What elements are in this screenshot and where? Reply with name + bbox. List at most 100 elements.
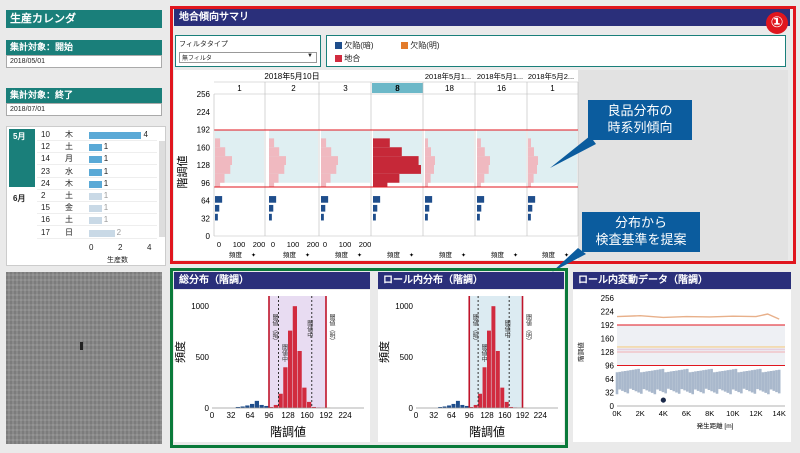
x-tick-label: 0 [210,411,215,420]
y-tick-label: 500 [196,353,210,362]
calendar-day: 12 [41,142,50,152]
y-tick-label: 192 [601,321,615,330]
axis-tick: 0 [89,243,94,252]
calendar-count: 1 [103,191,109,200]
histogram-bar [288,330,293,408]
x-tick-label: 4K [659,409,668,418]
calendar-row[interactable]: 15 金 1 [37,202,157,215]
histogram-bar [455,400,460,408]
defect-bar [528,204,533,212]
texture-bar [373,165,421,174]
histogram-bar [292,306,297,408]
calendar-dow: 月 [65,154,73,164]
legend-swatch [335,55,342,62]
calendar-row[interactable]: 16 土 1 [37,214,157,227]
calendar-scrollbar[interactable] [159,141,165,237]
calendar-bar [89,229,115,237]
x-axis-label: 階調値 [270,424,306,439]
column-header: 1 [550,84,555,93]
y-tick-label: 256 [197,90,211,99]
calendar-count: 1 [103,215,109,225]
histogram-bar [302,387,307,408]
histogram-bar [283,367,288,408]
calendar-row[interactable]: 12 土 1 [37,141,157,154]
filter-select[interactable]: 無フィルタ ▼ [179,52,317,63]
end-date-field[interactable]: 2018/07/01 [6,103,162,116]
x-tick-label: 100 [233,240,246,249]
defect-bar [321,196,329,203]
x-tick-label: 160 [300,411,314,420]
histogram-bar [297,350,302,408]
defect-bar [321,213,324,221]
y-tick-label: 256 [601,294,615,303]
calendar-day: 17 [41,227,50,237]
defect-bar [373,196,381,203]
texture-bar [528,138,531,148]
texture-bar [528,156,538,165]
histogram-bar [495,350,500,408]
texture-bar [373,178,388,188]
calendar-row[interactable]: 14 月 1 [37,153,157,166]
legend-label: 地合 [344,54,361,63]
column-header: 8 [395,84,400,93]
histogram-bar [264,405,269,408]
x-tick-label: 2K [636,409,645,418]
y-tick-label: 96 [605,362,614,371]
texture-bar [321,138,327,148]
date-header: 2018年5月1... [477,71,523,81]
texture-bar [215,138,221,148]
calendar-bar [89,205,102,213]
sidebar-title: 生産カレンダ [6,10,162,28]
x-axis-label: 頻度 [542,250,556,259]
x-tick-label: 192 [319,411,333,420]
defect-bar [425,213,428,221]
calendar-row[interactable]: 17 日 2 [37,227,157,239]
y-tick-label: 1000 [191,302,209,311]
defect-point [660,397,666,403]
defect-bar [215,204,220,212]
texture-bar [425,178,428,188]
legend-label: 欠陥(暗) [344,41,374,50]
threshold-label: 閾値（明） [328,314,335,344]
y-tick-label: 64 [201,197,210,206]
histogram-bar [469,406,474,408]
calendar-row[interactable]: 10 木 4 [37,129,157,141]
calendar-day: 24 [41,178,50,188]
histogram-bar [240,406,245,408]
legend-label: 欠陥(明) [410,41,440,50]
defect-bar [269,213,272,221]
texture-bar [477,147,485,157]
month-jun: 6月 [13,194,26,203]
y-tick-label: 128 [601,348,615,357]
summary-title: 地合傾向サマリ [174,9,790,26]
texture-bar [528,147,534,157]
pin-icon: ✦ [251,252,256,259]
threshold-label: 閾値中 [281,344,288,363]
calendar-row[interactable]: 2 土 1 [37,190,157,202]
histogram-bar [245,405,250,408]
axis-tick: 2 [118,243,123,252]
x-axis-label: 階調値 [469,424,505,439]
legend-swatch [401,42,408,49]
calendar-row[interactable]: 23 水 1 [37,166,157,178]
texture-bar [425,147,431,157]
texture-bar [373,156,419,165]
pin-icon: ✦ [564,252,569,259]
texture-bar [321,147,332,157]
histogram-bar [447,405,451,408]
pin-icon: ✦ [305,252,310,259]
calendar-count: 1 [103,203,109,213]
texture-bar [477,178,481,188]
histogram-bar [451,403,456,408]
callout-propose: 分布から 検査基準を提案 [582,212,700,252]
column-header: 3 [343,84,348,93]
y-tick-label: 0 [206,232,211,241]
x-axis-label: 頻度 [439,250,453,259]
x-tick-label: 0 [217,240,221,249]
variation-title: ロール内変動データ（階調） [573,272,791,289]
x-tick-label: 128 [281,411,295,420]
start-date-field[interactable]: 2018/05/01 [6,55,162,68]
callout-pointer [552,248,586,272]
calendar-row[interactable]: 24 木 1 [37,178,157,190]
chevron-down-icon: ▼ [307,53,313,59]
